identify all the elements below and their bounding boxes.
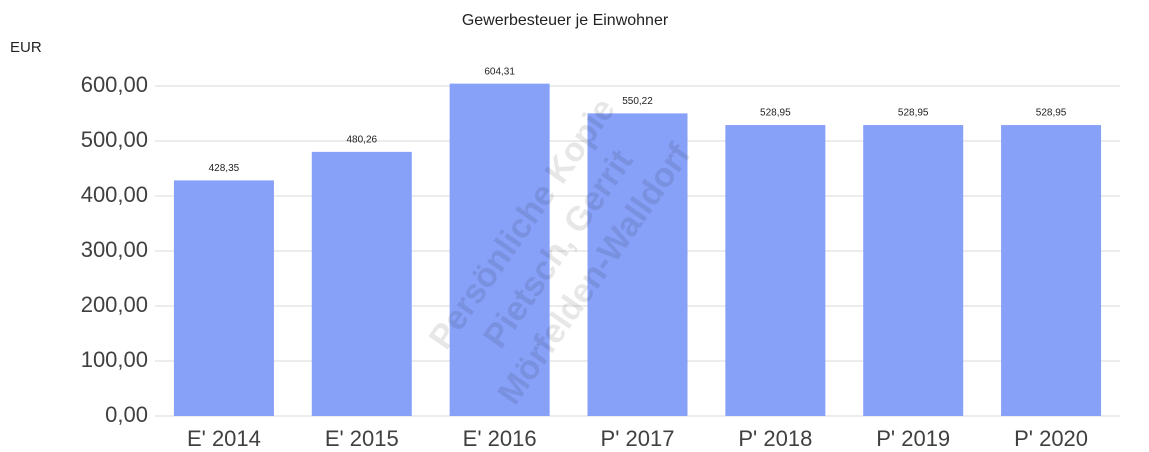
bar <box>863 125 964 416</box>
data-label: 528,95 <box>1036 108 1067 119</box>
y-tick-label: 200,00 <box>81 292 148 317</box>
x-tick-label: E' 2015 <box>325 426 399 451</box>
y-axis-label: EUR <box>10 39 42 56</box>
data-label: 480,26 <box>346 134 377 145</box>
data-label: 528,95 <box>760 108 791 119</box>
bar <box>725 125 826 416</box>
x-tick-label: P' 2018 <box>738 426 812 451</box>
x-tick-label: P' 2017 <box>601 426 675 451</box>
y-tick-label: 400,00 <box>81 182 148 207</box>
y-tick-label: 0,00 <box>105 402 148 427</box>
bar <box>311 151 412 416</box>
data-label: 604,31 <box>484 66 515 77</box>
data-label: 550,22 <box>622 96 653 107</box>
bar <box>173 180 274 416</box>
x-tick-label: E' 2014 <box>187 426 261 451</box>
bar <box>587 113 688 416</box>
data-label: 428,35 <box>209 163 240 174</box>
bar <box>1001 125 1102 416</box>
bar <box>449 83 550 416</box>
y-tick-label: 100,00 <box>81 347 148 372</box>
x-tick-label: E' 2016 <box>463 426 537 451</box>
y-tick-label: 600,00 <box>81 72 148 97</box>
x-tick-label: P' 2020 <box>1014 426 1088 451</box>
y-tick-label: 500,00 <box>81 127 148 152</box>
data-label: 528,95 <box>898 108 929 119</box>
x-tick-label: P' 2019 <box>876 426 950 451</box>
y-tick-label: 300,00 <box>81 237 148 262</box>
chart-title: Gewerbesteuer je Einwohner <box>462 12 669 29</box>
